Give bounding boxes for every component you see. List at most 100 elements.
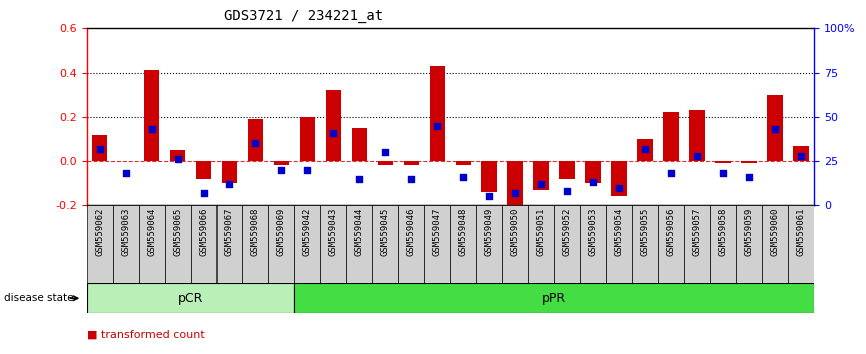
Bar [92, 135, 107, 161]
Point [456, 174, 470, 180]
Point [534, 181, 548, 187]
Bar [632, 205, 658, 283]
Point [93, 146, 107, 152]
Bar [606, 205, 632, 283]
Bar [528, 205, 554, 283]
Text: GSM559054: GSM559054 [615, 208, 624, 256]
Bar [274, 161, 289, 166]
Text: GSM559060: GSM559060 [771, 208, 779, 256]
Bar [559, 161, 575, 179]
Bar [165, 205, 191, 283]
Text: GSM559064: GSM559064 [147, 208, 156, 256]
Text: pPR: pPR [542, 292, 566, 305]
Bar [637, 139, 653, 161]
Bar [507, 161, 523, 210]
Text: GSM559062: GSM559062 [95, 208, 104, 256]
Bar [326, 90, 341, 161]
Bar [196, 161, 211, 179]
Text: disease state: disease state [4, 293, 74, 303]
Text: GSM559057: GSM559057 [693, 208, 701, 256]
Text: GSM559059: GSM559059 [745, 208, 753, 256]
Point [612, 185, 626, 190]
Bar [191, 205, 216, 283]
Text: GSM559045: GSM559045 [381, 208, 390, 256]
Bar [424, 205, 450, 283]
Text: GSM559056: GSM559056 [667, 208, 675, 256]
Bar [372, 205, 398, 283]
Bar [404, 161, 419, 166]
Bar [450, 205, 476, 283]
Bar [658, 205, 684, 283]
Bar [476, 205, 502, 283]
Text: GSM559043: GSM559043 [329, 208, 338, 256]
Point [430, 123, 444, 129]
Bar [580, 205, 606, 283]
Bar [502, 205, 528, 283]
Bar [378, 161, 393, 166]
Point [275, 167, 288, 173]
Text: GSM559061: GSM559061 [797, 208, 805, 256]
Text: GSM559053: GSM559053 [589, 208, 598, 256]
Bar [456, 161, 471, 166]
Point [145, 126, 158, 132]
Text: GSM559052: GSM559052 [563, 208, 572, 256]
Point [716, 171, 730, 176]
Text: GSM559046: GSM559046 [407, 208, 416, 256]
Text: GSM559050: GSM559050 [511, 208, 520, 256]
Bar [684, 205, 710, 283]
Point [301, 167, 314, 173]
Bar [762, 205, 788, 283]
Text: GSM559055: GSM559055 [641, 208, 650, 256]
Point [768, 126, 782, 132]
Point [223, 181, 236, 187]
Bar [242, 205, 268, 283]
Bar [170, 150, 185, 161]
Text: GSM559048: GSM559048 [459, 208, 468, 256]
Text: GSM559065: GSM559065 [173, 208, 182, 256]
Bar [139, 205, 165, 283]
Point [664, 171, 678, 176]
Bar [320, 205, 346, 283]
Bar [689, 110, 705, 161]
Bar [788, 205, 814, 283]
Text: GDS3721 / 234221_at: GDS3721 / 234221_at [223, 9, 383, 23]
Point [119, 171, 132, 176]
Point [508, 190, 522, 196]
Bar [300, 117, 315, 161]
Point [638, 146, 652, 152]
Text: GSM559047: GSM559047 [433, 208, 442, 256]
Text: GSM559049: GSM559049 [485, 208, 494, 256]
Text: GSM559044: GSM559044 [355, 208, 364, 256]
Bar [663, 113, 679, 161]
Text: GSM559058: GSM559058 [719, 208, 727, 256]
Bar [222, 161, 237, 183]
Bar [611, 161, 627, 196]
Point [197, 190, 210, 196]
Bar [216, 205, 242, 283]
Bar [268, 205, 294, 283]
Bar [715, 161, 731, 163]
Bar [87, 283, 294, 313]
Bar [294, 205, 320, 283]
Text: GSM559069: GSM559069 [277, 208, 286, 256]
Point [326, 130, 340, 136]
Point [404, 176, 418, 182]
Point [378, 149, 392, 155]
Bar [352, 128, 367, 161]
Text: ■ transformed count: ■ transformed count [87, 330, 204, 339]
Bar [248, 119, 263, 161]
Bar [398, 205, 424, 283]
Bar [554, 205, 580, 283]
Bar [793, 145, 809, 161]
Text: GSM559042: GSM559042 [303, 208, 312, 256]
Point [482, 194, 496, 199]
Text: GSM559067: GSM559067 [225, 208, 234, 256]
Text: GSM559066: GSM559066 [199, 208, 208, 256]
Bar [144, 70, 159, 161]
Bar [430, 66, 445, 161]
Text: pCR: pCR [178, 292, 204, 305]
Bar [294, 283, 814, 313]
Bar [736, 205, 762, 283]
Text: GSM559063: GSM559063 [121, 208, 130, 256]
Point [171, 156, 184, 162]
